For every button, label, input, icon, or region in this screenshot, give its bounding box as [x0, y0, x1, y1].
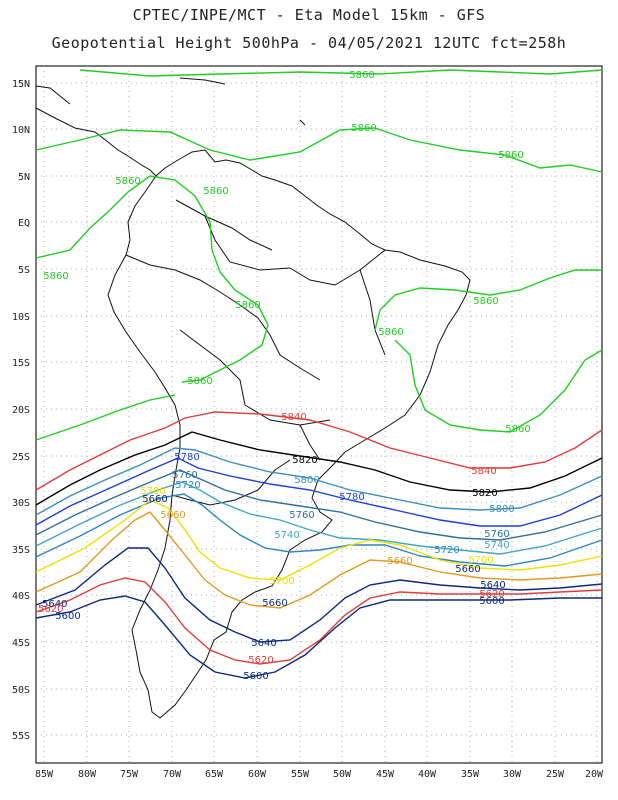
lat-label: 25S	[12, 452, 30, 463]
lon-label: 65W	[205, 769, 224, 780]
contour-5640	[35, 547, 603, 643]
contour-label-5820: 5820	[472, 488, 497, 499]
lat-label: 5N	[18, 172, 30, 183]
map-title-line2: Geopotential Height 500hPa - 04/05/2021 …	[51, 34, 567, 52]
lat-label: 15S	[12, 358, 30, 369]
contour-label-5660: 5660	[387, 556, 412, 567]
contour-label-5600: 5600	[243, 671, 268, 682]
lon-label: 20W	[585, 769, 604, 780]
contour-label-5780: 5780	[339, 492, 364, 503]
contour-label-5860: 5860	[115, 176, 140, 187]
lat-label: 15N	[12, 79, 30, 90]
contour-label-5860: 5860	[43, 271, 68, 282]
contour-label-5700: 5700	[140, 486, 165, 497]
contour-label-5760: 5760	[172, 470, 197, 481]
contour-label-5620: 5620	[479, 589, 504, 600]
contour-5860-south	[35, 394, 176, 441]
lat-label: 40S	[12, 591, 30, 602]
contour-label-5740: 5740	[484, 540, 509, 551]
lon-label: 75W	[120, 769, 139, 780]
contour-label-5680: 5660	[142, 494, 167, 505]
contour-5600	[35, 595, 602, 679]
contour-label-5640: 5640	[480, 580, 505, 591]
map-frame	[35, 65, 603, 764]
contour-label-5860: 5860	[505, 424, 530, 435]
latitude-labels: 15N 10N 5N EQ 5S 10S 15S 20S 25S 30S 35S…	[12, 79, 30, 742]
contour-5840	[35, 411, 603, 491]
contour-5700	[35, 499, 603, 581]
lat-label: 30S	[12, 498, 30, 509]
lat-label: 35S	[12, 545, 30, 556]
lon-label: 35W	[461, 769, 480, 780]
contour-label-5780: 5780	[174, 452, 199, 463]
contour-label-5860: 5860	[378, 327, 403, 338]
contour-label-5860: 5860	[498, 150, 523, 161]
contour-5620	[35, 577, 603, 665]
contour-label-5660: 5660	[262, 598, 287, 609]
contour-label-5600: 5600	[479, 596, 504, 607]
contour-5760	[35, 469, 603, 541]
contour-label-5860: 5860	[473, 296, 498, 307]
contour-label-5660: 5660	[455, 564, 480, 575]
map-title-line1: CPTEC/INPE/MCT - Eta Model 15km - GFS	[132, 6, 486, 24]
contour-5860-north	[35, 127, 603, 173]
contour-label-5860: 5860	[203, 186, 228, 197]
contour-5820	[35, 431, 603, 506]
contour-label-5600: 5600	[55, 611, 80, 622]
contour-label-5700: 5700	[468, 555, 493, 566]
coastlines	[35, 77, 471, 719]
lon-label: 25W	[546, 769, 565, 780]
contour-label-5640: 5640	[251, 638, 276, 649]
graticule	[36, 66, 602, 763]
contour-label-5720: 5720	[175, 480, 200, 491]
lon-label: 45W	[376, 769, 395, 780]
lon-label: 30W	[503, 769, 522, 780]
lat-label: 5S	[18, 265, 30, 276]
contour-label-5660: 5660	[160, 510, 185, 521]
contour-label-5840: 5840	[281, 412, 306, 423]
contour-label-5820: 5820	[292, 455, 317, 466]
lon-label: 70W	[163, 769, 182, 780]
longitude-labels: 85W 80W 75W 70W 65W 60W 55W 50W 45W 40W …	[35, 769, 604, 780]
contour-label-5800: 5800	[294, 475, 319, 486]
lat-label: 50S	[12, 685, 30, 696]
contour-5800	[35, 447, 603, 516]
contour-label-5760: 5760	[484, 529, 509, 540]
lon-label: 85W	[35, 769, 54, 780]
contour-5860-ne	[374, 269, 602, 331]
contour-5860-top	[79, 69, 603, 77]
contour-label-5620: 5620	[38, 604, 63, 615]
lat-label: 10N	[12, 125, 30, 136]
contour-5860-inner	[35, 175, 269, 383]
contour-label-5860: 5860	[349, 70, 374, 81]
lon-label: 80W	[78, 769, 97, 780]
contour-label-5740: 5740	[274, 530, 299, 541]
lon-label: 40W	[418, 769, 437, 780]
lat-label: 20S	[12, 405, 30, 416]
lat-label: EQ	[18, 218, 30, 229]
contour-label-5860: 5860	[187, 376, 212, 387]
lon-label: 50W	[333, 769, 352, 780]
contour-5780	[35, 457, 603, 527]
lon-label: 55W	[291, 769, 310, 780]
lat-label: 10S	[12, 312, 30, 323]
contour-labels: 5860 5860 5860 5860 5860 5860 5860 5860 …	[38, 70, 531, 682]
contour-5660	[35, 511, 603, 609]
contour-label-5640: 5640	[42, 599, 67, 610]
contours	[35, 69, 603, 679]
contour-label-5860: 5860	[351, 123, 376, 134]
contour-5740	[35, 481, 603, 555]
lon-label: 60W	[248, 769, 267, 780]
contour-label-5800: 5800	[489, 504, 514, 515]
contour-label-5760: 5760	[289, 510, 314, 521]
contour-label-5860: 5860	[235, 300, 260, 311]
contour-label-5620: 5620	[248, 655, 273, 666]
lat-label: 45S	[12, 638, 30, 649]
contour-label-5720: 5720	[434, 545, 459, 556]
contour-label-5700: 5700	[269, 576, 294, 587]
contour-5860-se	[394, 339, 603, 433]
contour-label-5840: 5840	[471, 466, 496, 477]
lat-label: 55S	[12, 731, 30, 742]
